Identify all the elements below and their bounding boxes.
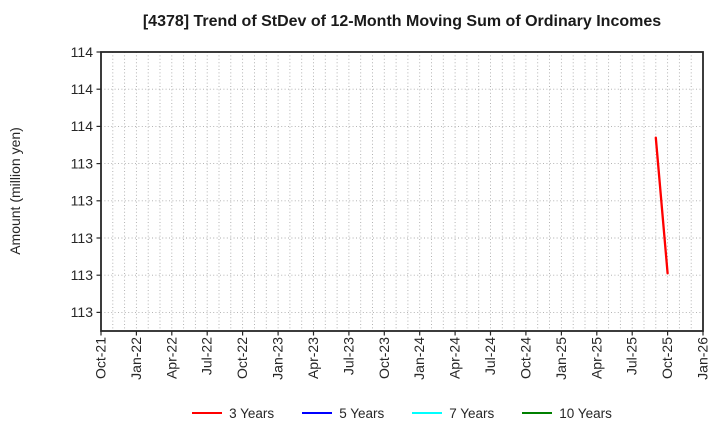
y-tick-label: 114	[71, 81, 94, 97]
x-tick-label: Apr-25	[588, 337, 604, 379]
legend-item-7-years: 7 Years	[412, 406, 494, 421]
legend-line-swatch	[412, 411, 443, 415]
y-axis-title: Amount (million yen)	[7, 127, 23, 255]
legend-label: 3 Years	[229, 405, 275, 421]
y-tick-label: 113	[71, 267, 94, 283]
legend-item-3-years: 3 Years	[192, 406, 274, 421]
x-tick-label: Oct-21	[93, 337, 109, 379]
x-tick-label: Jul-25	[624, 337, 640, 375]
y-tick-label: 113	[71, 304, 94, 320]
y-tick-label: 113	[71, 193, 94, 209]
legend: 3 Years 5 Years 7 Years 10 Years	[101, 403, 703, 423]
legend-item-5-years: 5 Years	[302, 406, 384, 421]
x-tick-label: Oct-25	[659, 337, 675, 379]
legend-line-swatch	[192, 411, 223, 415]
plot-border	[100, 51, 704, 332]
x-tick-label: Jul-22	[199, 337, 215, 375]
y-tick-label: 114	[71, 118, 94, 134]
legend-label: 7 Years	[449, 405, 495, 421]
legend-label: 10 Years	[559, 405, 612, 421]
legend-item-10-years: 10 Years	[522, 406, 612, 421]
y-tick-label: 113	[71, 230, 94, 246]
x-tick-label: Oct-23	[376, 337, 392, 379]
x-tick-label: Oct-24	[517, 337, 533, 379]
x-tick-label: Jul-24	[482, 337, 498, 375]
y-tick-label: 114	[71, 44, 94, 60]
x-tick-label: Apr-22	[163, 337, 179, 379]
x-tick-label: Jan-22	[128, 337, 144, 380]
x-tick-label: Jan-23	[270, 337, 286, 380]
y-tick-label: 113	[71, 155, 94, 171]
series-line-3-years	[654, 136, 669, 275]
x-tick-label: Jan-24	[411, 337, 427, 380]
chart-title: [4378] Trend of StDev of 12-Month Moving…	[142, 13, 662, 30]
x-tick-label: Jul-23	[340, 337, 356, 375]
x-tick-label: Jan-25	[553, 337, 569, 380]
legend-line-swatch	[522, 411, 553, 415]
x-tick-label: Jan-26	[695, 337, 711, 380]
x-tick-label: Apr-24	[447, 337, 463, 379]
x-tick-label: Apr-23	[305, 337, 321, 379]
legend-label: 5 Years	[339, 405, 385, 421]
legend-line-swatch	[302, 411, 333, 415]
x-tick-label: Oct-22	[234, 337, 250, 379]
